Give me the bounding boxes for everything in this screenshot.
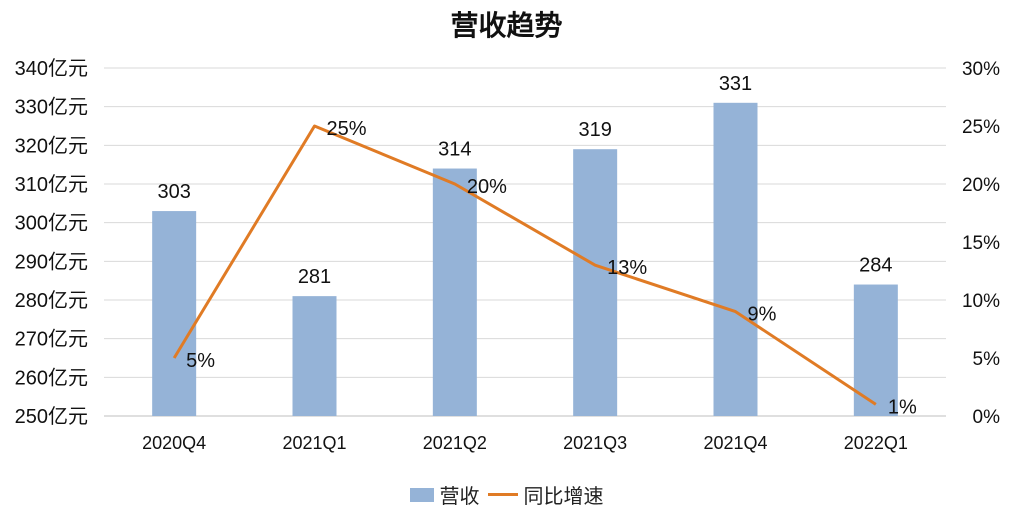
bar-value-label: 281 <box>298 266 331 288</box>
left-y-axis: 340亿元 330亿元 320亿元 310亿元 300亿元 290亿元 280亿元 270亿元… <box>15 57 88 428</box>
line-value-label: 25% <box>327 118 367 140</box>
left-tick-label: 270亿元 <box>15 328 88 351</box>
line-value-label: 20% <box>467 176 507 198</box>
left-tick-label: 300亿元 <box>15 212 88 235</box>
line-value-label: 1% <box>888 396 917 418</box>
left-tick-label: 310亿元 <box>15 173 88 196</box>
left-tick-label: 330亿元 <box>15 96 88 119</box>
x-tick-label: 2022Q1 <box>844 433 908 453</box>
bar-value-label: 319 <box>578 119 611 141</box>
left-tick-label: 250亿元 <box>15 405 88 428</box>
gridlines <box>104 67 946 417</box>
left-tick-label: 340亿元 <box>15 57 88 80</box>
line-value-label: 13% <box>607 257 647 279</box>
left-tick-label: 320亿元 <box>15 134 88 157</box>
legend-label: 同比增速 <box>523 486 604 508</box>
revenue-bar <box>573 149 618 416</box>
legend: 营收 同比增速 <box>0 480 1013 509</box>
line-value-label: 9% <box>748 304 777 326</box>
revenue-bar <box>152 211 197 416</box>
growth-polyline <box>172 124 877 406</box>
right-tick-label: 30% <box>962 59 1000 80</box>
right-tick-label: 5% <box>973 349 1001 370</box>
x-tick-label: 2021Q2 <box>423 433 487 453</box>
right-tick-label: 0% <box>973 407 1001 428</box>
x-tick-label: 2021Q1 <box>282 433 346 453</box>
bar-value-label: 331 <box>719 73 752 95</box>
left-tick-label: 290亿元 <box>15 250 88 273</box>
x-axis: 2020Q4 2021Q1 2021Q2 2021Q3 2021Q4 2022Q1 <box>142 433 908 453</box>
right-y-axis: 30% 25% 20% 15% 10% 5% 0% <box>962 59 1000 428</box>
revenue-bar <box>713 102 758 417</box>
x-tick-label: 2021Q4 <box>703 433 767 453</box>
right-tick-label: 10% <box>962 291 1000 312</box>
x-tick-label: 2021Q3 <box>563 433 627 453</box>
revenue-bar <box>292 296 337 416</box>
right-tick-label: 25% <box>962 117 1000 138</box>
revenue-bars <box>152 102 898 417</box>
chart-title: 营收趋势 <box>450 9 563 42</box>
legend-item-revenue: 营收 <box>409 480 480 509</box>
legend-label: 营收 <box>439 486 480 508</box>
x-tick-label: 2020Q4 <box>142 433 206 453</box>
data-labels: 303 281 314 319 331 284 5% 25% 20% 13% 9% 1% <box>157 73 916 419</box>
left-tick-label: 260亿元 <box>15 366 88 389</box>
bar-swatch-icon <box>409 487 434 502</box>
right-tick-label: 15% <box>962 233 1000 254</box>
line-value-label: 5% <box>186 350 215 372</box>
line-swatch-icon <box>487 493 518 496</box>
growth-line <box>172 124 877 406</box>
revenue-bar <box>432 168 477 416</box>
left-tick-label: 280亿元 <box>15 289 88 312</box>
bar-value-label: 303 <box>157 181 190 203</box>
bar-value-label: 314 <box>438 139 471 161</box>
right-tick-label: 20% <box>962 175 1000 196</box>
bar-value-label: 284 <box>859 255 892 277</box>
legend-item-growth: 同比增速 <box>484 480 604 509</box>
